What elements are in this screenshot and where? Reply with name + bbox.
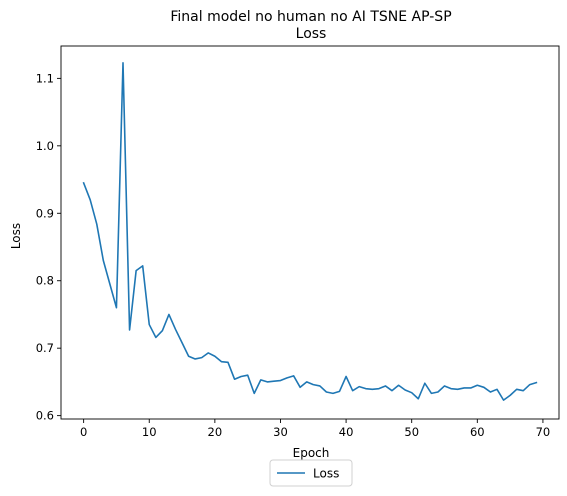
x-tick-label: 40	[339, 425, 354, 439]
y-tick-label: 0.6	[36, 409, 54, 423]
chart-title: Final model no human no AI TSNE AP-SP	[170, 9, 451, 25]
y-axis-label: Loss	[9, 223, 23, 249]
x-tick-label: 10	[142, 425, 157, 439]
x-tick-label: 30	[273, 425, 288, 439]
y-tick-label: 1.1	[36, 71, 54, 85]
x-tick-label: 0	[80, 425, 87, 439]
plot-area	[82, 62, 538, 401]
y-tick-label: 0.9	[36, 206, 54, 220]
y-tick-label: 0.7	[36, 341, 54, 355]
x-tick-label: 70	[536, 425, 551, 439]
legend-box	[269, 459, 353, 487]
x-tick-label: 20	[208, 425, 223, 439]
y-tick-label: 1.0	[36, 139, 54, 153]
x-axis-label: Epoch	[293, 446, 330, 460]
chart-subtitle: Loss	[296, 26, 327, 42]
loss-series-line	[82, 62, 538, 401]
x-axis: 0 10 20 30 40 50 60 70	[80, 419, 550, 439]
y-axis: 0.6 0.7 0.8 0.9 1.0 1.1	[36, 71, 61, 423]
legend: Loss	[269, 459, 353, 487]
x-tick-label: 60	[470, 425, 485, 439]
legend-label: Loss	[313, 467, 339, 481]
plot-frame	[60, 45, 560, 420]
x-tick-label: 50	[404, 425, 419, 439]
y-tick-label: 0.8	[36, 274, 54, 288]
